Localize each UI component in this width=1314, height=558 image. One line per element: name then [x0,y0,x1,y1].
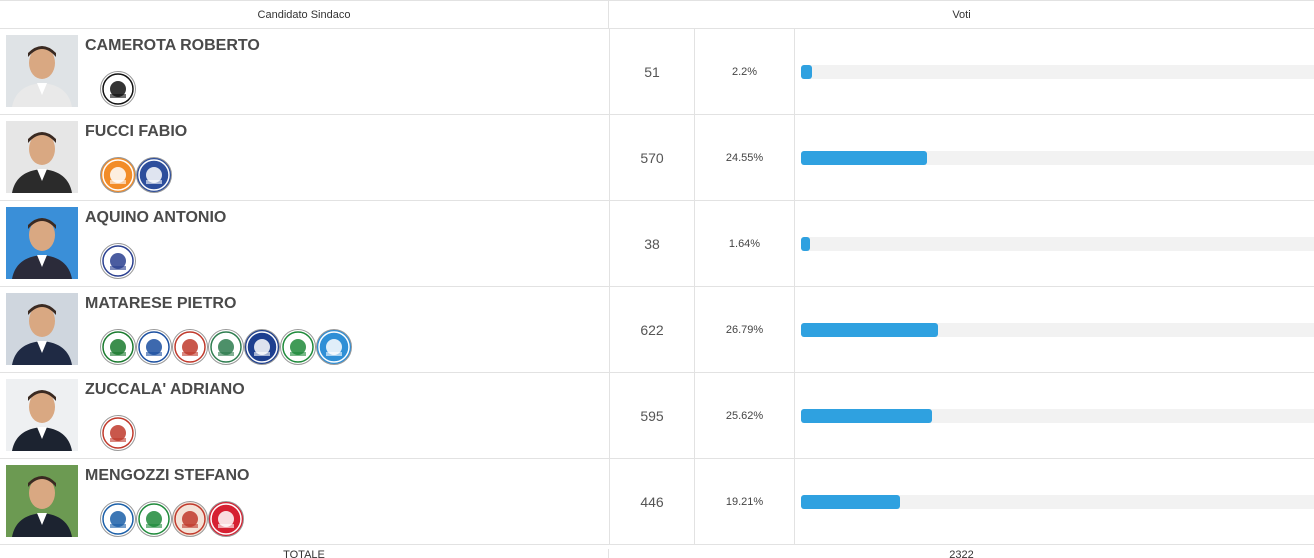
vote-count: 51 [644,64,660,80]
table-row: FUCCI FABIO 570 24.55% [0,115,1314,201]
candidate-photo [6,465,78,537]
vote-bar-fill [801,323,938,337]
column-divider [794,115,795,201]
fratelli-italia-meloni-logo [244,329,280,365]
vote-bar-fill [801,409,932,423]
column-divider [794,201,795,287]
lega-salvini-logo [136,329,172,365]
essere-pomezia-logo [136,157,172,193]
table-row: CAMEROTA ROBERTO 51 2.2% [0,29,1314,115]
column-divider [794,373,795,459]
vote-percentage: 2.2% [731,66,758,78]
candidate-name: MATARESE PIETRO [85,295,237,312]
column-divider [794,459,795,545]
column-divider [694,373,695,459]
column-divider [794,29,795,115]
vote-count: 570 [640,150,664,166]
vote-bar-fill [801,151,927,165]
table-row: MENGOZZI STEFANO 446 19.21% [0,459,1314,545]
candidate-photo [6,379,78,451]
candidate-photo [6,207,78,279]
column-divider [694,29,695,115]
totals-label: TOTALE [0,549,609,558]
vote-count: 595 [640,408,664,424]
green-civic-logo [172,501,208,537]
table-row: AQUINO ANTONIO 38 1.64% [0,201,1314,287]
vote-bar-track [801,409,1314,423]
vote-bar-track [801,151,1314,165]
matarese-sindaco-logo [316,329,352,365]
civic-list-logo [208,329,244,365]
column-divider [694,201,695,287]
vote-percentage: 26.79% [725,324,764,336]
msi-flame-logo [280,329,316,365]
vote-bar-fill [801,237,810,251]
column-divider [794,287,795,373]
candidate-name: FUCCI FABIO [85,123,188,140]
partito-democratico-logo [136,501,172,537]
candidate-name: MENGOZZI STEFANO [85,467,250,484]
candidate-photo [6,35,78,107]
partito-socialista-logo [208,501,244,537]
column-divider [609,373,610,459]
vote-bar-track [801,323,1314,337]
vote-bar-fill [801,65,812,79]
candidate-photo [6,121,78,193]
vote-bar-track [801,237,1314,251]
liberi-pirozzi-logo [172,329,208,365]
vote-bar-track [801,495,1314,509]
header-votes: Voti [952,9,971,21]
header-candidate: Candidato Sindaco [0,1,609,29]
vote-count: 38 [644,236,660,252]
vote-percentage: 1.64% [728,238,761,250]
forza-italia-logo [100,329,136,365]
candidate-name: AQUINO ANTONIO [85,209,227,226]
column-divider [609,29,610,115]
vote-bar-track [801,65,1314,79]
vote-percentage: 19.21% [725,496,764,508]
table-row: ZUCCALA' ADRIANO 595 25.62% [0,373,1314,459]
table-header: Candidato Sindaco Voti [0,0,1314,29]
table-row: MATARESE PIETRO 622 [0,287,1314,373]
candidate-name: ZUCCALA' ADRIANO [85,381,245,398]
column-divider [694,459,695,545]
casapound-logo [100,71,136,107]
vote-percentage: 24.55% [725,152,764,164]
progetto-comune-logo [100,243,136,279]
candidate-photo [6,293,78,365]
vote-count: 446 [640,494,664,510]
vote-bar-fill [801,495,900,509]
vote-count: 622 [640,322,664,338]
vote-percentage: 25.62% [725,410,764,422]
candidate-name: CAMEROTA ROBERTO [85,37,260,54]
totals-row: TOTALE 2322 [0,545,1314,558]
pomezia-domani-logo [100,501,136,537]
totals-value: 2322 [949,549,974,558]
column-divider [609,201,610,287]
column-divider [609,115,610,201]
column-divider [694,287,695,373]
column-divider [609,287,610,373]
column-divider [609,459,610,545]
column-divider [694,115,695,201]
movimento-5-stelle-logo [100,415,136,451]
lista-fucci-logo [100,157,136,193]
